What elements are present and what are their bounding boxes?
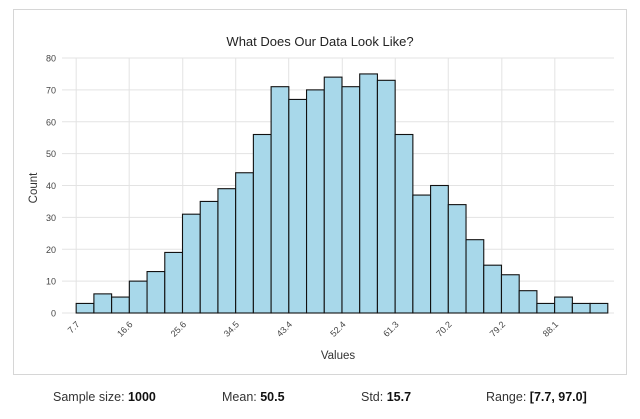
histogram-bar	[430, 184, 449, 314]
histogram-bar	[394, 133, 414, 314]
x-tick-label: 34.5	[222, 319, 241, 338]
y-tick-label: 50	[46, 149, 56, 159]
stat-range: Range: [7.7, 97.0]	[486, 390, 587, 404]
histogram-bar	[128, 280, 148, 314]
histogram-bar	[305, 89, 325, 314]
histogram-bar	[235, 172, 254, 314]
histogram-bar	[164, 251, 184, 314]
histogram-bar	[323, 76, 343, 314]
stat-mean: Mean: 50.5	[222, 390, 285, 404]
histogram-bar	[288, 98, 308, 314]
histogram-bar	[93, 293, 113, 314]
histogram-bar	[589, 302, 609, 314]
chart-title: What Does Our Data Look Like?	[226, 34, 413, 49]
histogram-bar	[252, 133, 272, 314]
x-tick-label: 16.6	[115, 319, 134, 338]
y-tick-label: 30	[46, 213, 56, 223]
bars-layer	[75, 73, 609, 314]
y-tick-label: 80	[46, 54, 56, 64]
stat-label: Range:	[486, 390, 527, 404]
stat-label: Sample size:	[53, 390, 125, 404]
y-tick-label: 60	[46, 117, 56, 127]
x-tick-label: 61.3	[381, 319, 400, 338]
stats-bar: Sample size: 1000 Mean: 50.5 Std: 15.7 R…	[0, 386, 640, 410]
stat-value: 15.7	[386, 390, 412, 404]
histogram-bar	[146, 271, 166, 314]
histogram-bar	[465, 239, 485, 314]
y-tick-label: 70	[46, 85, 56, 95]
stat-value: 50.5	[260, 390, 285, 404]
histogram-bar	[111, 296, 130, 314]
histogram-bar	[518, 290, 538, 314]
x-tick-label: 7.7	[66, 319, 82, 335]
y-tick-label: 20	[46, 245, 56, 255]
histogram-bar	[181, 213, 201, 314]
histogram-bar	[500, 274, 520, 314]
stat-std: Std: 15.7	[361, 390, 411, 404]
histogram-bar	[483, 264, 503, 314]
x-axis-label: Values	[321, 350, 356, 362]
histogram-bar	[376, 79, 396, 314]
x-tick-label: 25.6	[169, 319, 188, 338]
histogram-bar	[554, 296, 573, 314]
stat-value: [7.7, 97.0]	[529, 390, 587, 404]
x-tick-label: 52.4	[328, 319, 347, 338]
y-tick-label: 0	[51, 309, 56, 319]
histogram-bar	[270, 86, 290, 314]
histogram-bar	[75, 302, 95, 314]
histogram-bar	[536, 302, 556, 314]
stat-sample-size: Sample size: 1000	[53, 390, 156, 404]
x-tick-label: 88.1	[541, 319, 560, 338]
histogram-bar	[571, 302, 591, 314]
histogram-bar	[341, 86, 361, 314]
histogram-bar	[412, 194, 432, 314]
y-tick-label: 40	[46, 181, 56, 191]
y-tick-label: 10	[46, 277, 56, 287]
histogram-chart: 0 10 20 30 40 50 60 70 80 7.7 16.6 25.6 34.5 43.4 52.4…	[28, 34, 614, 362]
stat-label: Mean:	[222, 390, 257, 404]
y-axis-label: Count	[28, 172, 40, 203]
x-tick-label: 70.2	[434, 319, 453, 338]
chart-card: 0 10 20 30 40 50 60 70 80 7.7 16.6 25.6 34.5 43.4 52.4…	[13, 9, 627, 375]
stat-label: Std:	[361, 390, 384, 404]
stat-value: 1000	[128, 390, 156, 404]
histogram-bar	[447, 204, 467, 314]
histogram-bar	[217, 188, 237, 314]
histogram-bar	[359, 73, 378, 314]
x-tick-label: 43.4	[275, 319, 294, 338]
histogram-bar	[199, 200, 219, 314]
x-tick-label: 79.2	[488, 319, 507, 338]
